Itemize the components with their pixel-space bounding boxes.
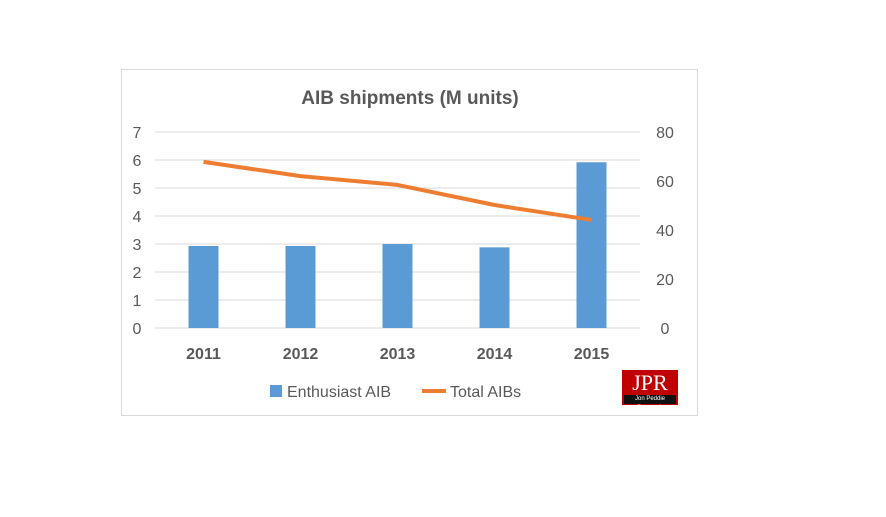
chart-frame bbox=[121, 69, 698, 416]
y-right-tick-label: 20 bbox=[656, 272, 674, 289]
x-tick-label: 2015 bbox=[574, 346, 610, 363]
legend-label: Total AIBs bbox=[450, 384, 521, 401]
bar bbox=[188, 245, 219, 328]
y-left-tick-label: 2 bbox=[133, 265, 142, 282]
x-tick-label: 2012 bbox=[283, 346, 319, 363]
bar bbox=[382, 244, 413, 328]
x-tick-label: 2014 bbox=[477, 346, 513, 363]
y-left-tick-label: 0 bbox=[133, 321, 142, 338]
legend-label: Enthusiast AIB bbox=[287, 384, 391, 401]
y-left-tick-label: 7 bbox=[133, 125, 142, 142]
y-right-tick-label: 40 bbox=[656, 223, 674, 240]
x-tick-label: 2011 bbox=[186, 346, 221, 363]
x-tick-label: 2013 bbox=[380, 346, 416, 363]
y-right-tick-label: 0 bbox=[661, 321, 670, 338]
jpr-logo: JPR Jon Peddie Research bbox=[622, 370, 678, 411]
bar bbox=[479, 247, 510, 328]
y-left-tick-label: 1 bbox=[133, 293, 142, 310]
y-right-tick-label: 80 bbox=[656, 125, 674, 142]
bar bbox=[576, 162, 607, 328]
y-right-tick-label: 60 bbox=[656, 174, 674, 191]
y-left-tick-label: 5 bbox=[133, 181, 142, 198]
y-left-tick-label: 6 bbox=[133, 153, 142, 170]
series-line bbox=[203, 159, 592, 222]
chart-title: AIB shipments (M units) bbox=[301, 88, 518, 109]
bar bbox=[285, 245, 316, 328]
y-left-tick-label: 4 bbox=[133, 209, 142, 226]
legend-swatch-bar bbox=[270, 385, 282, 397]
y-left-tick-label: 3 bbox=[133, 237, 142, 254]
